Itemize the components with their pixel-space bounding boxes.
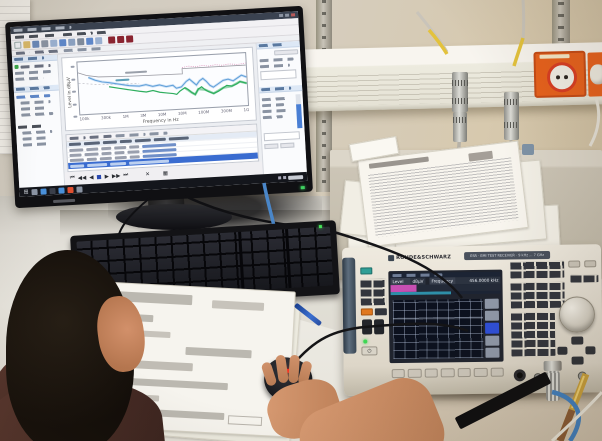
app-content: Level in dBµV 100k 300k (11, 41, 307, 188)
maxpeak-trace-blue (88, 69, 247, 94)
emc-plot-svg (77, 53, 248, 114)
form-field-box-2 (227, 415, 263, 426)
shelf-rail-right (552, 0, 570, 50)
emc-plot (76, 52, 250, 116)
box-clip-right (522, 144, 534, 155)
limit-line (78, 63, 246, 79)
center-panel: Level in dBµV 100k 300k (57, 43, 263, 186)
emc-chart-card: Level in dBµV 100k 300k (61, 46, 257, 132)
coax-feedthrough-b (504, 92, 519, 140)
average-trace-green-bold (185, 81, 248, 95)
coax-connector-a-lower (453, 112, 467, 142)
monitor: Level in dBµV 100k 300k (5, 5, 313, 209)
monitor-screen: Level in dBµV 100k 300k (10, 11, 308, 197)
limit-line-lower (79, 80, 140, 87)
coax-feedthrough-a (452, 72, 468, 112)
